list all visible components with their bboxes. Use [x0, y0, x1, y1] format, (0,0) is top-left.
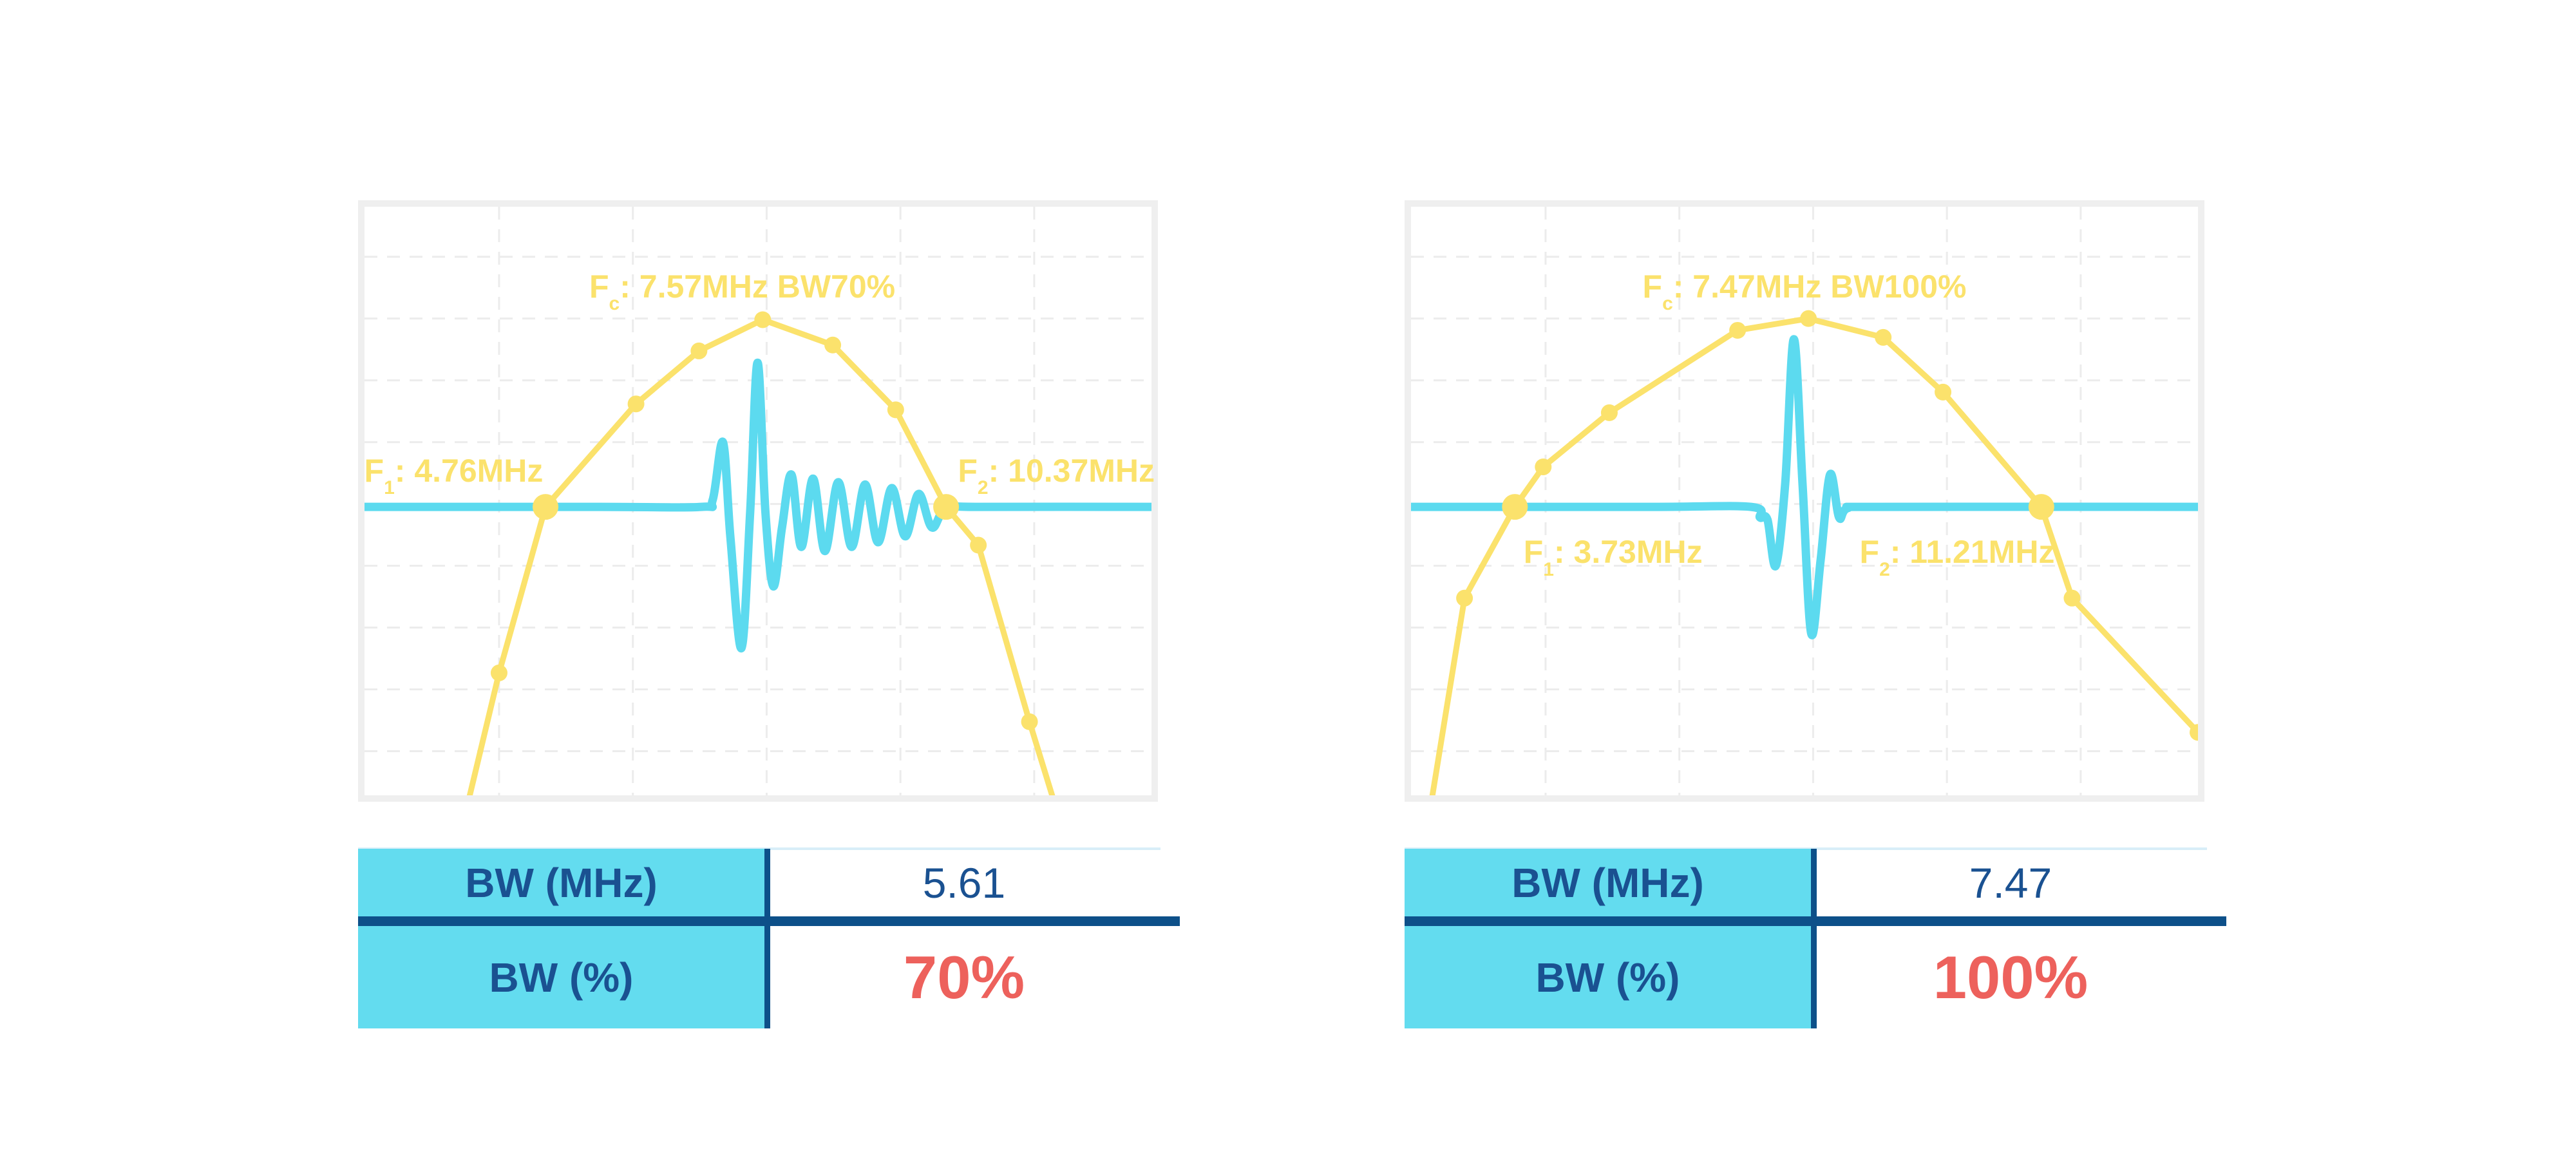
label-text: : 3.73MHz [1553, 534, 1703, 571]
table-row-divider [358, 916, 1180, 926]
table-row-value: 7.47 [1969, 858, 2052, 907]
table-row-label: BW (MHz) [465, 859, 658, 906]
table-row-value: 5.61 [922, 858, 1006, 907]
table-row-label: BW (%) [1535, 954, 1680, 1001]
chart-bw70: Fc: 7.57MHz BW70% F1: 4.76MHz F2: 10.37M… [358, 200, 1158, 802]
label-text: : 7.47MHz BW100% [1672, 269, 1967, 305]
table-row-value: 70% [903, 943, 1025, 1011]
label-text: F [589, 269, 609, 305]
chart-bw70-plot [365, 207, 1151, 795]
table-row-value: 100% [1933, 943, 2088, 1011]
chart-bw70-f2-label: F2: 10.37MHz [958, 453, 1155, 498]
table-column-divider [764, 849, 770, 1028]
chart-bw100-plot [1411, 207, 2198, 795]
chart-bw100-center-freq-label: Fc: 7.47MHz BW100% [1642, 269, 1967, 314]
label-text: : 10.37MHz [988, 453, 1155, 489]
chart-bw100-f2-label: F2: 11.21MHz [1859, 534, 2055, 579]
label-subscript: 2 [1879, 558, 1890, 580]
label-text: : 4.76MHz [394, 453, 544, 489]
chart-bw70-center-freq-label: Fc: 7.57MHz BW70% [589, 269, 896, 314]
label-subscript: 1 [1543, 558, 1554, 580]
chart-bw70-f1-label: F1: 4.76MHz [364, 453, 544, 498]
label-text: : 7.57MHz BW70% [620, 269, 896, 305]
label-text: : 11.21MHz [1889, 534, 2055, 571]
label-text: F [1859, 534, 1880, 571]
table-row-label: BW (%) [489, 954, 634, 1001]
table-label-column [1405, 849, 1811, 1028]
label-text: F [364, 453, 384, 489]
bandwidth-table-bw70: BW (MHz) 5.61 BW (%) 70% [358, 847, 1180, 1029]
table-label-column [358, 849, 764, 1028]
table-row-label: BW (MHz) [1511, 859, 1704, 906]
table-column-divider [1811, 849, 1817, 1028]
label-text: F [1642, 269, 1663, 305]
label-subscript: c [609, 293, 620, 315]
label-text: F [1523, 534, 1544, 571]
bandwidth-table-bw100: BW (MHz) 7.47 BW (%) 100% [1405, 847, 2226, 1029]
label-subscript: 1 [384, 477, 395, 499]
chart-bw100-f1-label: F1: 3.73MHz [1523, 534, 1703, 579]
label-text: F [958, 453, 978, 489]
table-row-divider [1405, 916, 2226, 926]
label-subscript: 2 [977, 477, 989, 499]
chart-bw100: Fc: 7.47MHz BW100% F1: 3.73MHz F2: 11.21… [1405, 200, 2204, 802]
label-subscript: c [1662, 293, 1673, 315]
